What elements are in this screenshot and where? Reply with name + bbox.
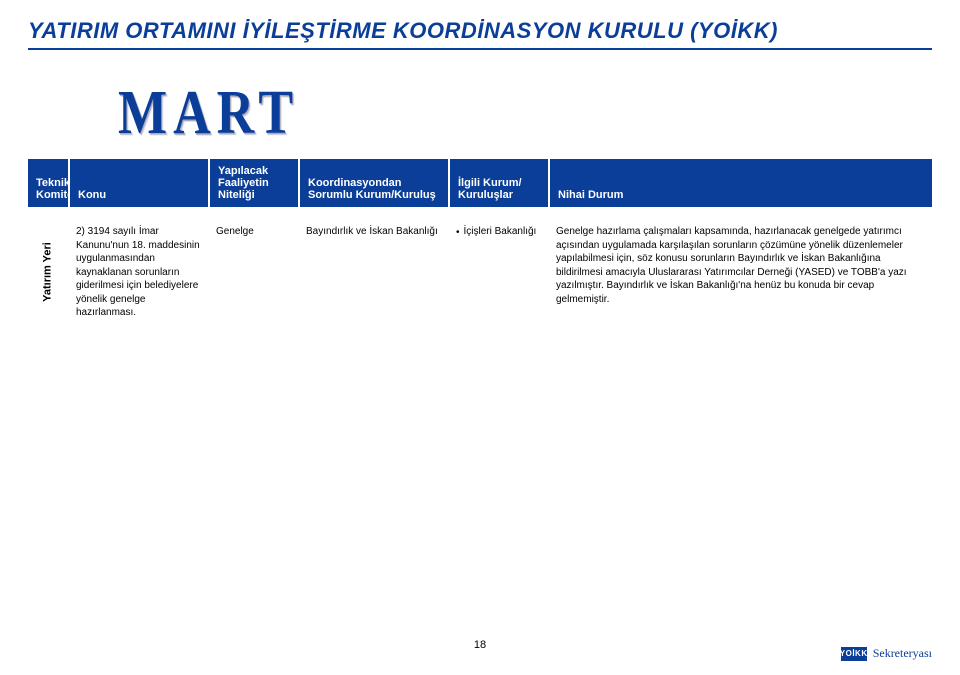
header-nitelik: Yapılacak Faaliyetin Niteliği <box>210 159 300 207</box>
page-number: 18 <box>0 639 960 651</box>
header-ilgili: İlgili Kurum/ Kuruluşlar <box>450 159 550 207</box>
cell-durum: Genelge hazırlama çalışmaları kapsamında… <box>550 223 932 322</box>
bullet-icon: • <box>456 226 460 240</box>
header-komite: Teknik Komite <box>28 159 70 207</box>
cell-komite: Yatırım Yeri <box>28 223 70 322</box>
table-row: Yatırım Yeri 2) 3194 sayılı İmar Kanunu'… <box>28 223 932 322</box>
ilgili-text: İçişleri Bakanlığı <box>464 225 537 240</box>
header-sorumlu: Koordinasyondan Sorumlu Kurum/Kuruluş <box>300 159 450 207</box>
cell-konu: 2) 3194 sayılı İmar Kanunu'nun 18. madde… <box>70 223 210 322</box>
cell-sorumlu: Bayındırlık ve İskan Bakanlığı <box>300 223 450 322</box>
logo-box: YOİKK <box>841 647 867 661</box>
header-durum: Nihai Durum <box>550 159 932 207</box>
komite-vertical-label: Yatırım Yeri <box>41 242 56 302</box>
cell-ilgili: • İçişleri Bakanlığı <box>450 223 550 322</box>
table-header-row: Teknik Komite Konu Yapılacak Faaliyetin … <box>28 159 932 207</box>
month-heading: MART <box>118 78 932 149</box>
cell-nitelik: Genelge <box>210 223 300 322</box>
page-title: YATIRIM ORTAMINI İYİLEŞTİRME KOORDİNASYO… <box>28 18 932 50</box>
footer-label: Sekreteryası <box>873 646 932 661</box>
footer-logo: YOİKK Sekreteryası <box>841 646 932 661</box>
header-konu: Konu <box>70 159 210 207</box>
